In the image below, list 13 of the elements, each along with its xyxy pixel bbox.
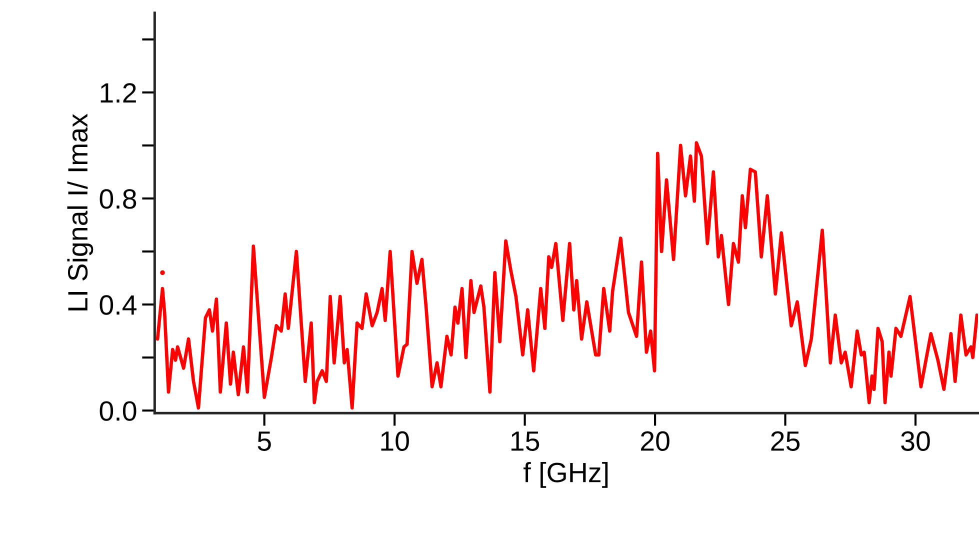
y-tick-label: 0.4 [100,295,137,315]
x-tick-label: 10 [381,431,409,451]
x-tick-label: 5 [258,432,271,451]
y-tick-label: 0.8 [100,189,136,209]
y-tick-label: 0.0 [100,401,136,421]
y-axis-title: LI Signal I/ Imax [67,114,94,310]
x-tick-label: 25 [771,431,800,451]
y-tick-label: 1.2 [100,83,136,102]
x-tick-label: 20 [640,431,670,451]
x-axis-title: f [GHz] [524,462,608,488]
x-tick-label: 15 [511,432,540,451]
line-series [156,141,978,410]
x-tick-label: 30 [901,431,930,451]
